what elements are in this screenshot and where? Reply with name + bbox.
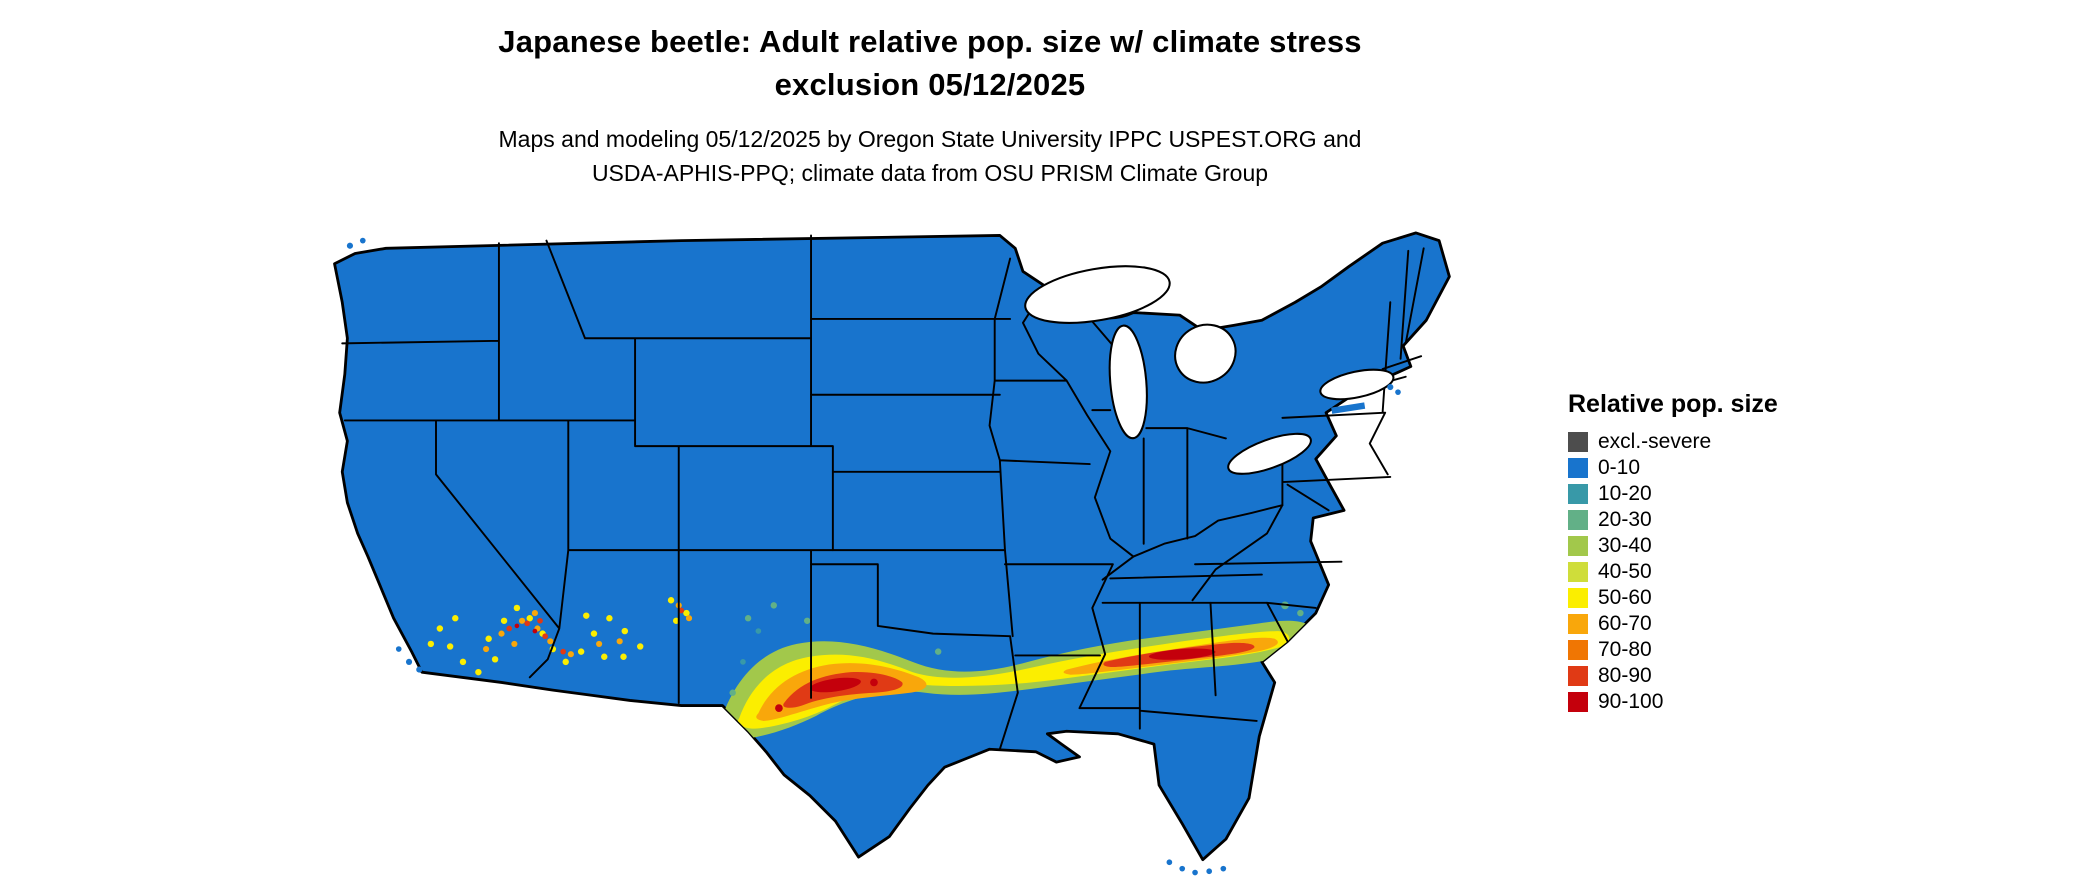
speckles-southwest-red <box>506 607 685 655</box>
legend-item-20-30: 20-30 <box>1568 509 1888 530</box>
legend-item-90-100: 90-100 <box>1568 691 1888 712</box>
legend-item-70-80: 70-80 <box>1568 639 1888 660</box>
speckles-southwest-darkred <box>514 623 538 634</box>
legend-item-excl-severe: excl.-severe <box>1568 431 1888 452</box>
lake-huron <box>1174 323 1237 384</box>
legend-swatch-90-100 <box>1568 691 1588 712</box>
legend-swatch-70-80 <box>1568 639 1588 660</box>
map-title-line2: exclusion 05/12/2025 <box>774 67 1086 102</box>
legend-swatch-50-60 <box>1568 587 1588 608</box>
map-subtitle-line2: USDA-APHIS-PPQ; climate data from OSU PR… <box>591 160 1269 186</box>
legend-swatch-0-10 <box>1568 457 1588 478</box>
legend-item-30-40: 30-40 <box>1568 535 1888 556</box>
legend-swatch-60-70 <box>1568 613 1588 634</box>
speckles-10-20 <box>740 628 762 665</box>
legend-swatch-40-50 <box>1568 561 1588 582</box>
state-borders <box>341 234 1425 751</box>
map-subtitle-line1: Maps and modeling 05/12/2025 by Oregon S… <box>498 126 1362 152</box>
great-lakes <box>1024 265 1395 475</box>
us-land <box>333 231 1451 862</box>
us-map-container <box>296 220 1529 888</box>
legend-swatch-30-40 <box>1568 535 1588 556</box>
map-title-line1: Japanese beetle: Adult relative pop. siz… <box>498 24 1362 59</box>
legend-title: Relative pop. size <box>1568 390 1778 418</box>
lake-erie <box>1227 432 1312 475</box>
legend-item-60-70: 60-70 <box>1568 613 1888 634</box>
legend-label-0-10: 0-10 <box>1598 456 1641 479</box>
legend-label-70-80: 70-80 <box>1598 638 1652 661</box>
legend-item-80-90: 80-90 <box>1568 665 1888 686</box>
lake-ontario <box>1319 368 1395 401</box>
legend-item-10-20: 10-20 <box>1568 483 1888 504</box>
lake-superior <box>1024 265 1171 324</box>
heat-band-90-100 <box>775 648 1216 712</box>
legend-item-50-60: 50-60 <box>1568 587 1888 608</box>
legend-label-30-40: 30-40 <box>1598 534 1652 557</box>
legend-item-0-10: 0-10 <box>1568 457 1888 478</box>
legend-swatch-excl-severe <box>1568 431 1588 452</box>
speckles-southwest-orange <box>483 602 693 658</box>
legend-label-excl-severe: excl.-severe <box>1598 430 1712 453</box>
legend-label-10-20: 10-20 <box>1598 482 1652 505</box>
coastal-islands <box>346 237 1401 876</box>
legend-label-60-70: 60-70 <box>1598 612 1652 635</box>
map-subtitle: Maps and modeling 05/12/2025 by Oregon S… <box>0 122 1860 190</box>
speckles-southwest-yellow <box>427 597 690 676</box>
lake-michigan <box>1108 324 1148 440</box>
map-title: Japanese beetle: Adult relative pop. siz… <box>0 20 1860 106</box>
legend-label-40-50: 40-50 <box>1598 560 1652 583</box>
legend-swatch-20-30 <box>1568 509 1588 530</box>
legend: Relative pop. size excl.-severe 0-10 10-… <box>1568 390 1888 717</box>
legend-label-50-60: 50-60 <box>1598 586 1652 609</box>
legend-label-20-30: 20-30 <box>1598 508 1652 531</box>
us-map <box>333 231 1451 876</box>
legend-label-90-100: 90-100 <box>1598 690 1664 713</box>
legend-swatch-10-20 <box>1568 483 1588 504</box>
legend-label-80-90: 80-90 <box>1598 664 1652 687</box>
legend-swatch-80-90 <box>1568 665 1588 686</box>
legend-item-40-50: 40-50 <box>1568 561 1888 582</box>
